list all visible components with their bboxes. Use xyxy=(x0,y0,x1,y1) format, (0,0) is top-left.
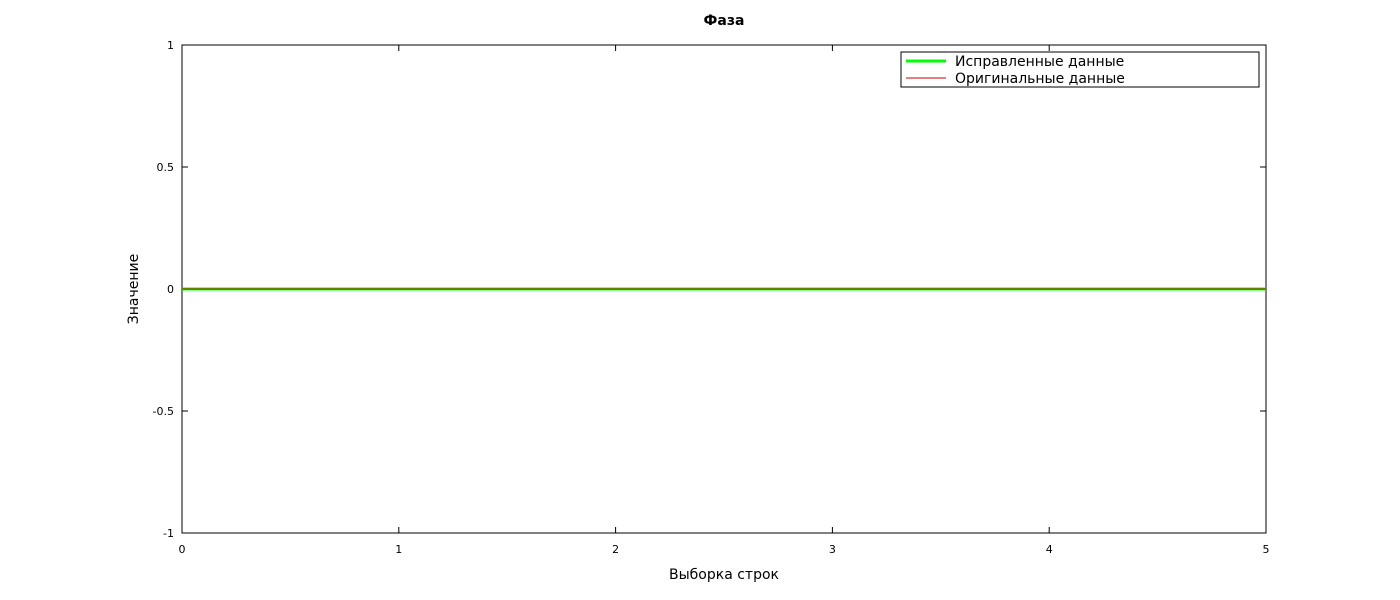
x-axis: 0 1 2 3 4 5 xyxy=(179,45,1270,556)
y-tick-label: 1 xyxy=(167,39,174,52)
legend-label-corrected: Исправленные данные xyxy=(955,54,1124,70)
x-axis-label: Выборка строк xyxy=(669,567,779,583)
legend: Исправленные данные Оригинальные данные xyxy=(900,51,1260,88)
x-tick-label: 0 xyxy=(179,543,186,556)
x-tick-label: 3 xyxy=(829,543,836,556)
x-tick-label: 4 xyxy=(1046,543,1053,556)
legend-label-original: Оригинальные данные xyxy=(955,71,1125,87)
chart-title: Фаза xyxy=(704,13,745,29)
y-axis: 1 0.5 0 -0.5 -1 xyxy=(153,39,1266,540)
y-axis-label: Значение xyxy=(126,254,142,324)
x-tick-label: 1 xyxy=(395,543,402,556)
y-tick-label: -0.5 xyxy=(153,405,174,418)
y-tick-label: 0 xyxy=(167,283,174,296)
x-tick-label: 2 xyxy=(612,543,619,556)
y-tick-label: -1 xyxy=(163,527,174,540)
x-tick-label: 5 xyxy=(1263,543,1270,556)
y-tick-label: 0.5 xyxy=(157,161,175,174)
legend-box xyxy=(900,51,1260,88)
